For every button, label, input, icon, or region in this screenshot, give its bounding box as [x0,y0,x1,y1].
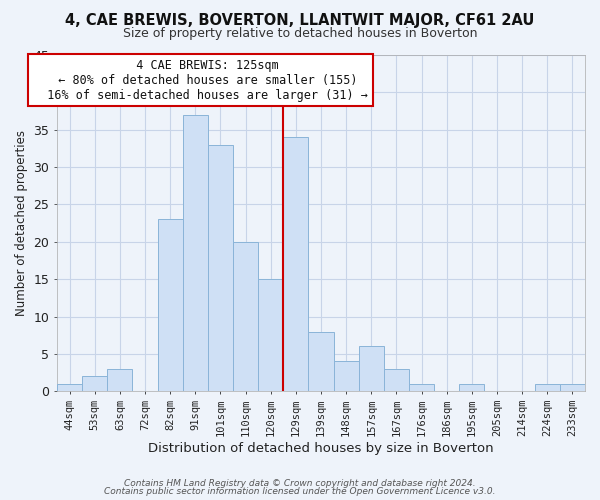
Bar [283,137,308,392]
Bar [560,384,585,392]
Text: Contains public sector information licensed under the Open Government Licence v3: Contains public sector information licen… [104,487,496,496]
Bar [334,362,359,392]
Bar [183,115,208,392]
Text: Contains HM Land Registry data © Crown copyright and database right 2024.: Contains HM Land Registry data © Crown c… [124,478,476,488]
Text: 4, CAE BREWIS, BOVERTON, LLANTWIT MAJOR, CF61 2AU: 4, CAE BREWIS, BOVERTON, LLANTWIT MAJOR,… [65,12,535,28]
Bar [208,144,233,392]
Bar [409,384,434,392]
Bar [57,384,82,392]
Text: Size of property relative to detached houses in Boverton: Size of property relative to detached ho… [123,28,477,40]
Bar [359,346,384,392]
Bar [82,376,107,392]
Bar [384,369,409,392]
Bar [460,384,484,392]
Y-axis label: Number of detached properties: Number of detached properties [15,130,28,316]
Bar [233,242,258,392]
Bar [258,279,283,392]
Bar [107,369,133,392]
Bar [158,220,183,392]
Bar [535,384,560,392]
Bar [308,332,334,392]
X-axis label: Distribution of detached houses by size in Boverton: Distribution of detached houses by size … [148,442,494,455]
Text: 4 CAE BREWIS: 125sqm
  ← 80% of detached houses are smaller (155)
  16% of semi-: 4 CAE BREWIS: 125sqm ← 80% of detached h… [33,58,368,102]
